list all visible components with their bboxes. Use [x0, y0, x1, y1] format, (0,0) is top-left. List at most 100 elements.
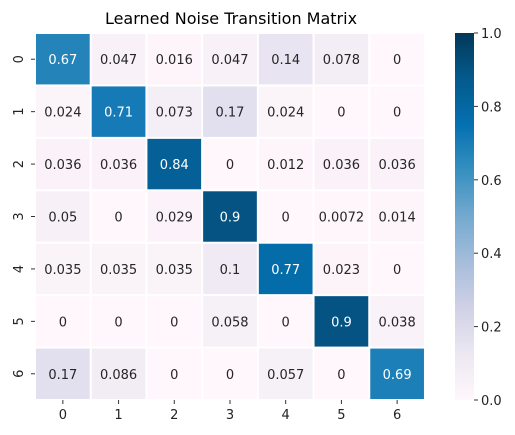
heatmap-cell-label: 0.9: [331, 315, 352, 330]
heatmap-cell: [203, 296, 257, 347]
heatmap-cells: [36, 34, 424, 400]
heatmap-cell-label: 0: [226, 158, 234, 173]
colorbar: 0.0 0.2 0.4 0.6 0.8 1.0: [455, 27, 502, 409]
colorbar-tick-label: 0.6: [481, 174, 502, 189]
heatmap-cell-label: 0: [393, 263, 401, 278]
heatmap-cell: [258, 34, 313, 85]
heatmap-cell-label: 0.84: [160, 158, 189, 173]
colorbar-tick-label: 0.8: [481, 100, 502, 115]
heatmap-cell-label: 0.05: [48, 211, 77, 226]
heatmap-cell: [36, 243, 90, 295]
heatmap-cell-label: 0.047: [100, 53, 137, 68]
heatmap-cell: [258, 348, 313, 400]
heatmap-cell: [258, 243, 313, 295]
heatmap-cell: [370, 34, 424, 85]
heatmap-cell: [147, 86, 202, 137]
heatmap-cell-label: 0: [226, 368, 234, 383]
heatmap-cell: [203, 138, 257, 190]
heatmap-cell-label: 0.67: [48, 53, 77, 68]
heatmap-cell: [314, 34, 369, 85]
y-tick-label: 3: [12, 212, 27, 220]
heatmap-cell: [203, 86, 257, 137]
heatmap-cell-label: 0.047: [211, 53, 248, 68]
y-tick-label: 1: [12, 108, 27, 116]
heatmap-cell-label: 0: [282, 315, 290, 330]
heatmap-cell-label: 0.036: [323, 158, 360, 173]
heatmap-cell: [147, 138, 202, 190]
heatmap-cell: [91, 348, 146, 400]
heatmap-cell-label: 0.086: [100, 368, 137, 383]
colorbar-gradient: [455, 33, 474, 400]
heatmap-cell-label: 0.036: [379, 158, 416, 173]
heatmap-cell: [370, 191, 424, 242]
heatmap-cell: [147, 296, 202, 347]
heatmap-cell: [370, 243, 424, 295]
heatmap-cell: [258, 138, 313, 190]
heatmap-cell-label: 0.012: [267, 158, 304, 173]
heatmap-cell-labels: 0.67 0.047 0.016 0.047 0.14 0.078 0 0.024 0.71 0.…: [44, 53, 415, 383]
heatmap-cell-label: 0.17: [216, 106, 245, 121]
x-tick-label: 6: [393, 408, 401, 423]
heatmap-cell: [91, 138, 146, 190]
x-tick-label: 2: [170, 408, 178, 423]
heatmap-cell-label: 0.024: [267, 106, 304, 121]
heatmap-cell: [147, 348, 202, 400]
heatmap-cell: [147, 34, 202, 85]
colorbar-tick-label: 0.2: [481, 321, 502, 336]
heatmap-cell-label: 0: [393, 53, 401, 68]
x-tick-label: 0: [59, 408, 67, 423]
heatmap-cell: [91, 296, 146, 347]
y-axis-ticks: 0 1 2 3 4 5 6: [12, 55, 35, 378]
heatmap-cell-label: 0.9: [220, 211, 241, 226]
heatmap-cell: [36, 296, 90, 347]
heatmap-cell: [258, 191, 313, 242]
heatmap-cell-label: 0.1: [220, 263, 241, 278]
heatmap-cell: [370, 86, 424, 137]
heatmap-cell-label: 0.035: [44, 263, 81, 278]
heatmap-cell: [36, 138, 90, 190]
heatmap-cell: [258, 86, 313, 137]
heatmap-cell-label: 0.0072: [319, 211, 365, 226]
heatmap-cell: [36, 34, 90, 85]
heatmap-cell-label: 0: [170, 315, 178, 330]
heatmap-cell-label: 0.058: [211, 315, 248, 330]
heatmap-cell-label: 0.036: [100, 158, 137, 173]
heatmap-cell: [314, 243, 369, 295]
heatmap-cell: [314, 191, 369, 242]
heatmap-cell: [147, 191, 202, 242]
heatmap-cell-label: 0: [393, 106, 401, 121]
heatmap-cell: [91, 86, 146, 137]
heatmap-cell: [370, 348, 424, 400]
heatmap-cell-label: 0.036: [44, 158, 81, 173]
x-tick-label: 5: [337, 408, 345, 423]
heatmap-cell-label: 0: [337, 106, 345, 121]
heatmap-cell-label: 0.71: [104, 106, 133, 121]
heatmap-cell: [36, 191, 90, 242]
colorbar-ticks: 0.0 0.2 0.4 0.6 0.8 1.0: [474, 27, 502, 409]
y-tick-label: 5: [12, 317, 27, 325]
colorbar-tick-label: 1.0: [481, 27, 502, 42]
heatmap-cell-label: 0.073: [156, 106, 193, 121]
heatmap-cell: [36, 86, 90, 137]
heatmap-cell: [91, 34, 146, 85]
heatmap-cell: [314, 348, 369, 400]
heatmap-cell-label: 0: [170, 368, 178, 383]
heatmap-cell-label: 0.038: [379, 315, 416, 330]
heatmap-cell: [203, 243, 257, 295]
heatmap-cell: [203, 34, 257, 85]
heatmap-cell-label: 0.023: [323, 263, 360, 278]
heatmap-cell-label: 0.69: [383, 368, 412, 383]
x-tick-label: 1: [114, 408, 122, 423]
heatmap-cell: [314, 86, 369, 137]
heatmap-cell-label: 0.016: [156, 53, 193, 68]
heatmap-cell: [314, 296, 369, 347]
heatmap-cell: [91, 243, 146, 295]
heatmap-cell-label: 0: [59, 315, 67, 330]
chart-title: Learned Noise Transition Matrix: [105, 9, 357, 28]
heatmap-cell: [314, 138, 369, 190]
heatmap-cell: [370, 138, 424, 190]
y-tick-label: 2: [12, 160, 27, 168]
heatmap-cell: [147, 243, 202, 295]
